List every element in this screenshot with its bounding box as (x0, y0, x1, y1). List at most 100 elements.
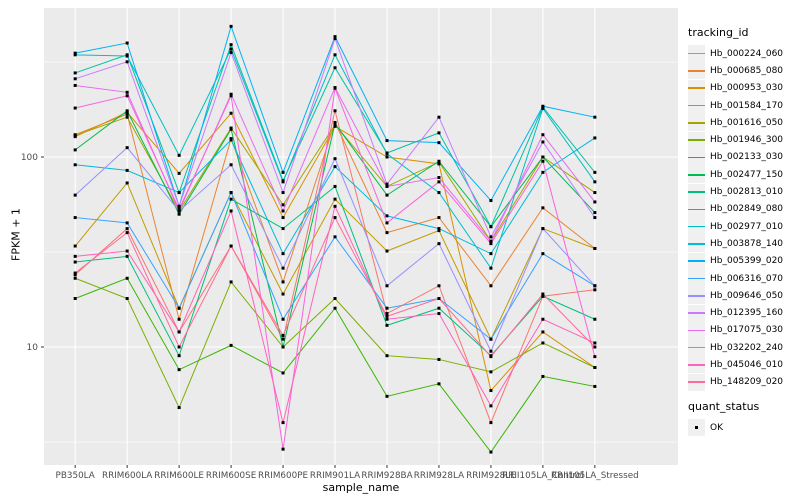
data-point (177, 209, 181, 213)
data-point (385, 323, 389, 327)
data-point (489, 235, 493, 239)
data-point (385, 155, 389, 159)
legend-key (688, 148, 705, 166)
data-point (333, 53, 337, 57)
legend-item-label: Hb_002977_010 (710, 221, 784, 232)
legend-key (688, 419, 705, 437)
data-point (73, 273, 77, 277)
legend-item: Hb_002813_010 (688, 183, 800, 201)
data-point (593, 211, 597, 215)
legend-item: Hb_001584_170 (688, 97, 800, 115)
data-point (437, 191, 441, 195)
legend-item: Hb_002977_010 (688, 218, 800, 236)
data-point (385, 249, 389, 253)
data-point (125, 296, 129, 300)
data-point (385, 317, 389, 321)
legend-item-label: Hb_012395_160 (710, 308, 784, 319)
legend-item-label: Hb_001616_050 (710, 117, 784, 128)
series-color-swatch (688, 312, 705, 314)
x-tick-label: RRIM600SE (206, 471, 256, 481)
legend-item: Hb_006316_070 (688, 270, 800, 287)
data-point (541, 292, 545, 296)
y-axis-title: FPKM + 1 (9, 208, 23, 261)
data-point (125, 221, 129, 225)
x-tick-label: RRII105LA_Stressed (551, 471, 639, 481)
data-point (385, 284, 389, 288)
legend-key (688, 200, 705, 218)
data-point (385, 152, 389, 156)
data-point (541, 330, 545, 334)
data-point (333, 124, 337, 128)
legend-quant-status: quant_status OK (688, 400, 800, 437)
data-point (385, 214, 389, 218)
legend-key (688, 97, 705, 115)
legend-item-label: Hb_002849_080 (710, 204, 784, 215)
data-point (437, 115, 441, 119)
data-point (281, 280, 285, 284)
data-point (73, 133, 77, 137)
data-point (489, 266, 493, 270)
data-point (73, 163, 77, 167)
data-point (177, 345, 181, 349)
data-point (437, 284, 441, 288)
x-tick-label: RRIM600LA (102, 471, 152, 481)
data-point (385, 139, 389, 143)
data-point (437, 131, 441, 135)
data-point (541, 106, 545, 110)
data-point (281, 421, 285, 425)
x-tick-label: RRIM901LA (310, 471, 360, 481)
data-point (333, 204, 337, 208)
data-point (281, 203, 285, 207)
data-point (125, 227, 129, 231)
data-point (489, 199, 493, 203)
legend-key (688, 304, 705, 322)
data-point (489, 225, 493, 229)
data-point (177, 317, 181, 321)
data-point (73, 83, 77, 87)
x-tick-label: RRIM928LE (466, 471, 516, 481)
data-point (281, 180, 285, 184)
data-point (281, 337, 285, 341)
data-point (229, 111, 233, 115)
legend-item: Hb_002849_080 (688, 200, 800, 218)
data-point (281, 371, 285, 375)
data-point (125, 181, 129, 185)
data-point (385, 314, 389, 318)
data-point (281, 292, 285, 296)
data-point (541, 170, 545, 174)
data-point (177, 212, 181, 216)
data-point (177, 354, 181, 358)
data-point (437, 382, 441, 386)
data-point (437, 227, 441, 231)
data-point (437, 162, 441, 166)
data-point (229, 92, 233, 96)
legend-item-label: Hb_006316_070 (710, 273, 784, 284)
data-point (125, 115, 129, 119)
series-color-swatch (688, 70, 705, 72)
series-color-swatch (688, 87, 705, 90)
legend-item: Hb_000685_080 (688, 62, 800, 80)
series-color-swatch (688, 346, 705, 349)
data-point (125, 249, 129, 253)
data-point (229, 50, 233, 54)
legend-item: Hb_005399_020 (688, 252, 800, 270)
data-point (177, 306, 181, 310)
data-point (73, 271, 77, 275)
data-point (593, 136, 597, 140)
legend-item-label: Hb_003878_140 (710, 238, 784, 249)
data-point (489, 242, 493, 246)
data-point (489, 404, 493, 408)
data-point (177, 368, 181, 372)
data-point (489, 252, 493, 256)
data-point (281, 191, 285, 195)
series-color-swatch (688, 156, 705, 159)
series-color-swatch (688, 243, 705, 245)
data-point (333, 296, 337, 300)
data-point (593, 317, 597, 321)
x-tick-label: PB350LA (56, 471, 95, 481)
data-point (125, 94, 129, 98)
data-point (73, 53, 77, 57)
data-point (229, 197, 233, 201)
